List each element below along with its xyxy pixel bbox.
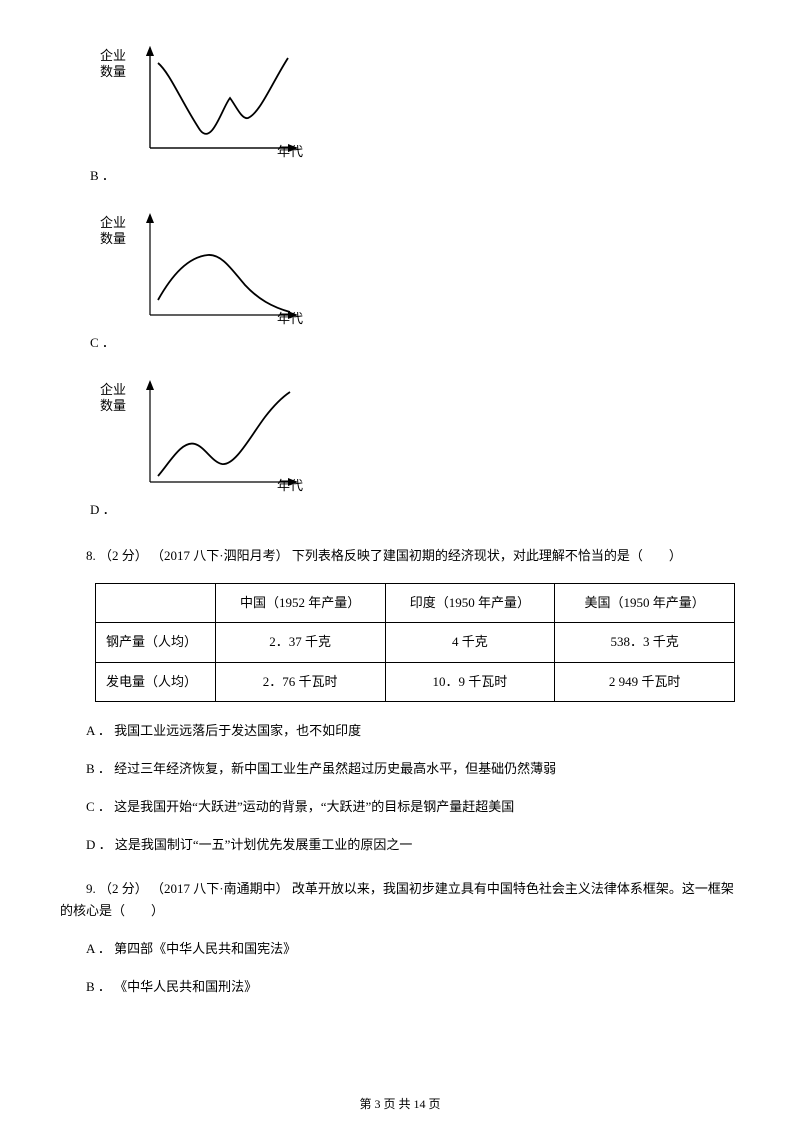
th-blank xyxy=(96,584,216,623)
q8-option-a: A ． 我国工业远远落后于发达国家，也不如印度 xyxy=(60,720,740,742)
option-b-label: B ． xyxy=(90,165,120,189)
chart-b-xlabel: 年代 xyxy=(277,144,303,159)
row2-usa: 2 949 千瓦时 xyxy=(555,662,735,701)
q9-stem-text: 9. （2 分） （2017 八下·南通期中） 改革开放以来，我国初步建立具有中… xyxy=(60,881,734,918)
option-d-label: D ． xyxy=(90,499,120,523)
chart-c-xlabel: 年代 xyxy=(277,311,303,326)
table-row: 中国（1952 年产量） 印度（1950 年产量） 美国（1950 年产量） xyxy=(96,584,735,623)
chart-c-ylabel-top: 企业 xyxy=(100,215,126,230)
page-footer: 第 3 页 共 14 页 xyxy=(0,1094,800,1114)
table-row: 发电量（人均） 2．76 千瓦时 10．9 千瓦时 2 949 千瓦时 xyxy=(96,662,735,701)
q8-stem: 8. （2 分） （2017 八下·泗阳月考） 下列表格反映了建国初期的经济现状… xyxy=(60,545,740,567)
th-usa: 美国（1950 年产量） xyxy=(555,584,735,623)
th-china: 中国（1952 年产量） xyxy=(215,584,385,623)
chart-b-ylabel-top: 企业 xyxy=(100,48,126,63)
chart-d-ylabel-bot: 数量 xyxy=(100,398,126,413)
chart-b-ylabel-bot: 数量 xyxy=(100,64,126,79)
q9-stem: 9. （2 分） （2017 八下·南通期中） 改革开放以来，我国初步建立具有中… xyxy=(60,878,740,922)
q8-option-d: D ． 这是我国制订“一五”计划优先发展重工业的原因之一 xyxy=(60,834,740,856)
row2-label: 发电量（人均） xyxy=(96,662,216,701)
chart-d-svg: 企业 数量 年代 xyxy=(95,374,315,499)
row2-china: 2．76 千瓦时 xyxy=(215,662,385,701)
chart-c-svg: 企业 数量 年代 xyxy=(95,207,315,332)
q9-option-a: A ． 第四部《中华人民共和国宪法》 xyxy=(60,938,740,960)
q8-option-c: C ． 这是我国开始“大跃进”运动的背景，“大跃进”的目标是钢产量赶超美国 xyxy=(60,796,740,818)
chart-c-ylabel-bot: 数量 xyxy=(100,231,126,246)
chart-d-xlabel: 年代 xyxy=(277,478,303,493)
chart-b-svg: 企业 数量 年代 xyxy=(95,40,315,165)
table-row: 钢产量（人均） 2．37 千克 4 千克 538．3 千克 xyxy=(96,623,735,662)
chart-option-c: 企业 数量 年代 C ． xyxy=(95,207,740,356)
row2-india: 10．9 千瓦时 xyxy=(385,662,555,701)
chart-option-d: 企业 数量 年代 D ． xyxy=(95,374,740,523)
row1-china: 2．37 千克 xyxy=(215,623,385,662)
option-c-label: C ． xyxy=(90,332,120,356)
q9-option-b: B ． 《中华人民共和国刑法》 xyxy=(60,976,740,998)
row1-label: 钢产量（人均） xyxy=(96,623,216,662)
chart-option-b: 企业 数量 年代 B ． xyxy=(95,40,740,189)
row1-usa: 538．3 千克 xyxy=(555,623,735,662)
row1-india: 4 千克 xyxy=(385,623,555,662)
th-india: 印度（1950 年产量） xyxy=(385,584,555,623)
q8-option-b: B ． 经过三年经济恢复，新中国工业生产虽然超过历史最高水平，但基础仍然薄弱 xyxy=(60,758,740,780)
q8-table: 中国（1952 年产量） 印度（1950 年产量） 美国（1950 年产量） 钢… xyxy=(95,583,735,701)
chart-d-ylabel-top: 企业 xyxy=(100,382,126,397)
